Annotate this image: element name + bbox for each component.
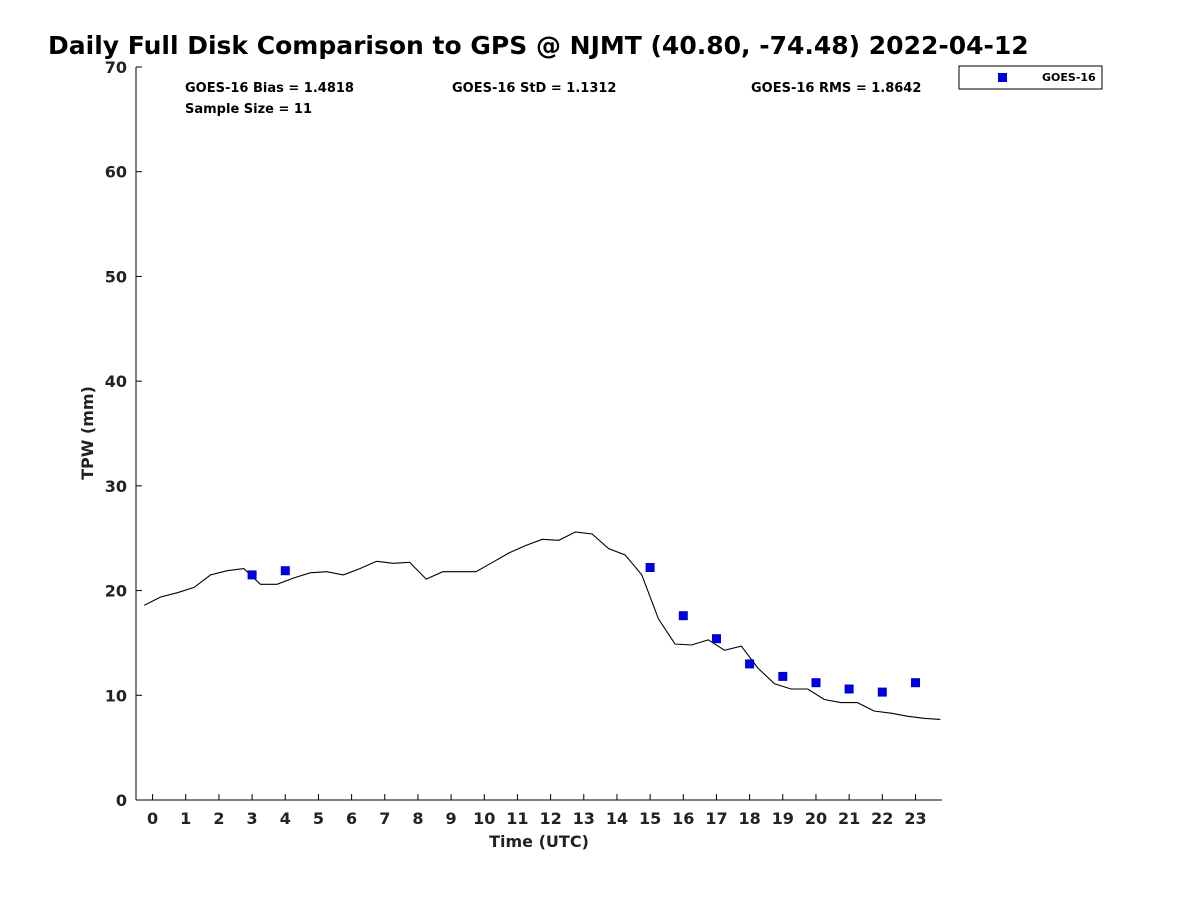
gps-tpw-line bbox=[144, 531, 941, 720]
legend-box bbox=[958, 65, 1103, 90]
y-axis-label: TPW (mm) bbox=[78, 386, 97, 480]
x-tick-label: 16 bbox=[672, 809, 694, 828]
y-tick-label: 30 bbox=[105, 477, 127, 496]
x-tick-label: 1 bbox=[180, 809, 191, 828]
x-tick-label: 3 bbox=[247, 809, 258, 828]
x-tick-label: 14 bbox=[606, 809, 628, 828]
x-tick-label: 20 bbox=[805, 809, 827, 828]
x-tick-label: 21 bbox=[838, 809, 860, 828]
x-tick-label: 7 bbox=[379, 809, 390, 828]
y-tick-label: 60 bbox=[105, 163, 127, 182]
goes16-point bbox=[645, 563, 655, 572]
x-tick-label: 2 bbox=[213, 809, 224, 828]
x-tick-label: 9 bbox=[446, 809, 457, 828]
y-tick-label: 70 bbox=[105, 58, 127, 77]
x-tick-label: 22 bbox=[871, 809, 893, 828]
y-tick-label: 0 bbox=[116, 791, 127, 810]
x-axis-label: Time (UTC) bbox=[489, 832, 589, 851]
y-ticks: 0 10 20 30 40 50 60 70 bbox=[105, 58, 142, 810]
goes16-point bbox=[678, 611, 688, 621]
axes bbox=[135, 67, 942, 801]
sample-size-stat: Sample Size = 11 bbox=[185, 102, 312, 117]
x-tick-label: 15 bbox=[639, 809, 661, 828]
bias-stat: GOES-16 Bias = 1.4818 bbox=[185, 81, 354, 96]
std-stat: GOES-16 StD = 1.1312 bbox=[452, 81, 616, 96]
x-tick-label: 17 bbox=[705, 809, 727, 828]
x-tick-label: 13 bbox=[573, 809, 595, 828]
goes16-point bbox=[247, 570, 257, 580]
y-tick-label: 50 bbox=[105, 267, 127, 286]
goes16-point bbox=[811, 678, 821, 688]
x-tick-label: 0 bbox=[147, 809, 158, 828]
goes16-point bbox=[877, 687, 887, 697]
x-tick-label: 10 bbox=[473, 809, 495, 828]
goes16-point bbox=[712, 634, 721, 644]
y-tick-label: 40 bbox=[105, 372, 127, 391]
goes16-point bbox=[911, 678, 920, 688]
x-tick-label: 18 bbox=[738, 809, 760, 828]
x-tick-label: 8 bbox=[412, 809, 423, 828]
y-tick-label: 20 bbox=[105, 582, 127, 601]
x-tick-label: 12 bbox=[539, 809, 561, 828]
rms-stat: GOES-16 RMS = 1.8642 bbox=[751, 81, 921, 96]
y-tick-label: 10 bbox=[105, 686, 127, 705]
chart-title: Daily Full Disk Comparison to GPS @ NJMT… bbox=[48, 31, 1029, 60]
x-tick-label: 23 bbox=[904, 809, 926, 828]
x-ticks: 0 1 2 3 4 5 6 7 8 9 10 11 12 13 14 15 16 17 18 19 20 21 22 23 bbox=[147, 794, 927, 828]
x-tick-label: 4 bbox=[280, 809, 291, 828]
goes16-point bbox=[745, 659, 755, 669]
legend-label: GOES-16 bbox=[1042, 71, 1096, 84]
x-tick-label: 11 bbox=[506, 809, 528, 828]
goes16-point bbox=[280, 566, 290, 576]
x-tick-label: 5 bbox=[313, 809, 324, 828]
legend: GOES-16 bbox=[958, 65, 1103, 90]
goes16-point bbox=[844, 684, 854, 694]
x-tick-label: 6 bbox=[346, 809, 357, 828]
legend-marker-icon bbox=[998, 73, 1007, 82]
goes16-point bbox=[778, 671, 788, 681]
series-layer bbox=[144, 531, 941, 720]
x-tick-label: 19 bbox=[772, 809, 794, 828]
